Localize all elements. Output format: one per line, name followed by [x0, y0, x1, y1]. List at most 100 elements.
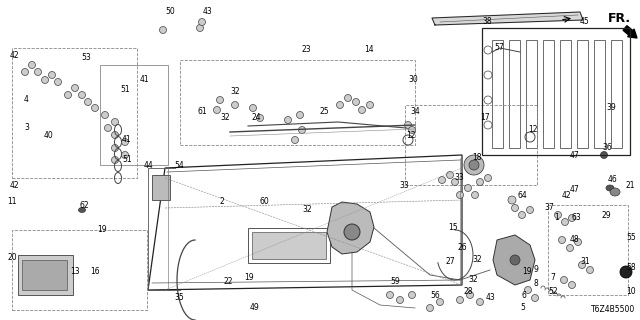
- Text: 26: 26: [458, 244, 468, 252]
- Text: 8: 8: [534, 279, 539, 289]
- Bar: [594, 40, 605, 148]
- Text: 32: 32: [220, 114, 230, 123]
- Circle shape: [337, 101, 344, 108]
- Bar: [12, 48, 137, 178]
- Text: 63: 63: [572, 213, 582, 222]
- Text: 51: 51: [122, 156, 132, 164]
- Text: 12: 12: [406, 131, 415, 140]
- Text: 47: 47: [570, 150, 580, 159]
- Bar: [18, 255, 73, 295]
- Bar: [543, 40, 554, 148]
- Text: 9: 9: [534, 266, 539, 275]
- Text: 42: 42: [10, 180, 20, 189]
- Circle shape: [477, 179, 483, 186]
- Text: 21: 21: [626, 180, 636, 189]
- Text: 24: 24: [252, 114, 262, 123]
- Text: 12: 12: [528, 125, 538, 134]
- Circle shape: [518, 212, 525, 219]
- Text: 60: 60: [260, 197, 269, 206]
- Circle shape: [575, 238, 582, 245]
- Ellipse shape: [600, 151, 607, 158]
- Circle shape: [22, 68, 29, 76]
- Bar: [248, 228, 330, 263]
- Circle shape: [387, 292, 394, 299]
- Circle shape: [353, 99, 360, 106]
- Text: 25: 25: [320, 108, 330, 116]
- Circle shape: [84, 99, 92, 106]
- Circle shape: [291, 137, 298, 143]
- Text: 19: 19: [97, 226, 107, 235]
- Text: 41: 41: [140, 76, 150, 84]
- Text: 32: 32: [468, 276, 477, 284]
- Bar: [100, 65, 168, 165]
- Text: 46: 46: [608, 175, 618, 185]
- Bar: [492, 40, 503, 148]
- Circle shape: [620, 266, 632, 278]
- Text: 11: 11: [7, 197, 17, 206]
- Circle shape: [477, 299, 483, 306]
- Text: 36: 36: [602, 143, 612, 153]
- Bar: [548, 205, 628, 295]
- Text: 22: 22: [224, 277, 234, 286]
- Circle shape: [216, 97, 223, 103]
- Text: 18: 18: [472, 154, 481, 163]
- Text: 56: 56: [430, 291, 440, 300]
- Text: 42: 42: [10, 51, 20, 60]
- Text: 62: 62: [80, 201, 90, 210]
- Text: 44: 44: [144, 161, 154, 170]
- Circle shape: [49, 71, 56, 78]
- Circle shape: [586, 267, 593, 274]
- Circle shape: [104, 124, 111, 132]
- Circle shape: [92, 105, 99, 111]
- Circle shape: [296, 111, 303, 118]
- Text: FR.: FR.: [608, 12, 631, 25]
- Circle shape: [111, 156, 118, 164]
- Circle shape: [122, 139, 129, 146]
- Text: 43: 43: [486, 293, 496, 302]
- Circle shape: [65, 92, 72, 99]
- Circle shape: [525, 286, 531, 293]
- Text: 52: 52: [548, 287, 557, 297]
- Circle shape: [472, 191, 479, 198]
- Circle shape: [79, 92, 86, 99]
- Circle shape: [111, 132, 118, 139]
- Polygon shape: [327, 202, 374, 254]
- Circle shape: [559, 236, 566, 244]
- Circle shape: [531, 294, 538, 301]
- Text: 33: 33: [399, 180, 409, 189]
- Text: 6: 6: [522, 292, 527, 300]
- Text: 34: 34: [410, 108, 420, 116]
- Text: 1: 1: [554, 213, 559, 222]
- Text: 14: 14: [364, 45, 374, 54]
- Text: 19: 19: [244, 274, 253, 283]
- Circle shape: [436, 299, 444, 306]
- Circle shape: [54, 78, 61, 85]
- Text: 20: 20: [7, 253, 17, 262]
- Text: 19: 19: [522, 268, 532, 276]
- Circle shape: [566, 244, 573, 252]
- Text: 47: 47: [570, 186, 580, 195]
- Text: 61: 61: [197, 108, 207, 116]
- Circle shape: [464, 155, 484, 175]
- Text: 48: 48: [570, 236, 580, 244]
- Polygon shape: [432, 12, 583, 25]
- Text: 31: 31: [580, 258, 589, 267]
- Circle shape: [29, 61, 35, 68]
- Circle shape: [159, 27, 166, 34]
- Circle shape: [111, 118, 118, 125]
- Text: 32: 32: [302, 205, 312, 214]
- Circle shape: [484, 174, 492, 181]
- Text: 28: 28: [464, 287, 474, 297]
- Circle shape: [438, 177, 445, 183]
- Circle shape: [408, 292, 415, 299]
- Bar: [405, 105, 537, 185]
- Ellipse shape: [606, 185, 614, 191]
- Bar: [560, 40, 571, 148]
- Circle shape: [426, 305, 433, 311]
- Text: 40: 40: [44, 131, 54, 140]
- Text: 2: 2: [220, 197, 225, 206]
- Text: 39: 39: [606, 103, 616, 113]
- Circle shape: [561, 276, 568, 284]
- Circle shape: [344, 94, 351, 101]
- Circle shape: [122, 151, 129, 158]
